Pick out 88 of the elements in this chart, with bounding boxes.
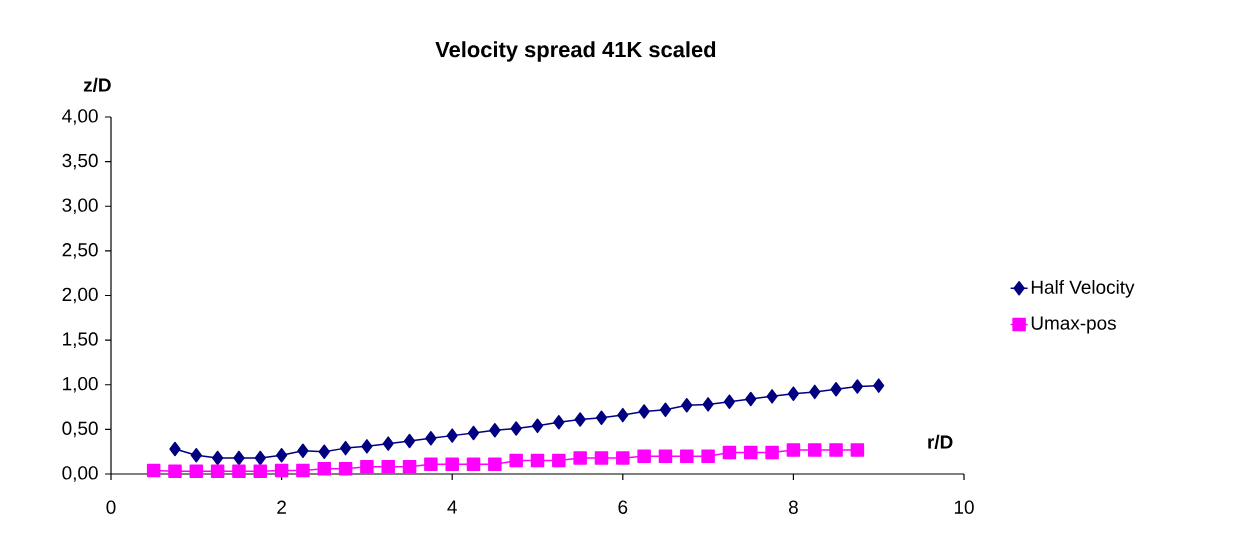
- chart-title: Velocity spread 41K scaled: [435, 41, 716, 62]
- point: [381, 460, 395, 474]
- y-tick-label: 0,00: [62, 466, 98, 482]
- point: [595, 410, 608, 426]
- point: [701, 449, 715, 463]
- y-tick-label: 2,50: [62, 243, 98, 259]
- point: [253, 464, 268, 479]
- point: [744, 445, 758, 460]
- point: [510, 421, 522, 436]
- point: [531, 418, 544, 434]
- x-axis-title: r/D: [928, 434, 953, 449]
- point: [766, 389, 778, 404]
- point: [658, 449, 673, 463]
- point: [275, 448, 288, 463]
- point: [467, 425, 480, 441]
- x-tick-label: 0: [106, 500, 116, 514]
- point: [745, 391, 757, 407]
- point: [637, 449, 651, 463]
- x-tick-label: 4: [447, 500, 457, 514]
- point: [317, 461, 331, 476]
- x-tick-label: 2: [277, 500, 286, 514]
- point: [339, 440, 352, 456]
- y-tick-label: 4,00: [62, 109, 98, 125]
- point: [594, 451, 609, 465]
- y-tick-label: 3,50: [62, 153, 98, 170]
- point: [488, 457, 502, 471]
- legend-label: Umax-pos: [1031, 316, 1116, 334]
- point: [552, 453, 566, 468]
- point: [617, 407, 629, 423]
- point: [402, 460, 417, 474]
- y-tick-label: 2,00: [62, 287, 98, 304]
- point: [489, 423, 501, 438]
- point: [360, 460, 374, 474]
- point: [382, 436, 394, 451]
- point: [573, 451, 587, 465]
- point: [616, 451, 630, 465]
- point: [274, 463, 289, 478]
- point: [189, 464, 204, 479]
- point: [318, 444, 330, 459]
- y-tick-label: 0,50: [62, 421, 98, 438]
- point: [446, 428, 458, 443]
- point: [297, 443, 309, 459]
- point: [807, 443, 822, 457]
- point: [786, 443, 801, 457]
- point: [723, 394, 736, 409]
- point: [254, 450, 266, 466]
- point: [830, 381, 842, 397]
- point: [809, 384, 821, 400]
- point: [232, 464, 246, 479]
- point: [146, 463, 161, 478]
- point: [638, 404, 650, 419]
- point: [680, 449, 694, 463]
- point: [873, 378, 885, 393]
- point: [168, 464, 182, 479]
- point: [509, 453, 523, 468]
- y-tick-label: 1,00: [63, 376, 98, 393]
- point: [424, 457, 438, 471]
- point: [190, 448, 202, 463]
- point: [574, 412, 586, 427]
- point: [169, 441, 181, 457]
- point: [765, 445, 779, 460]
- point: [445, 457, 459, 471]
- point: [466, 457, 481, 471]
- point: [530, 453, 545, 468]
- x-tick-label: 8: [788, 500, 798, 514]
- point: [210, 464, 225, 479]
- y-tick-label: 3,00: [62, 198, 98, 215]
- point: [233, 450, 245, 466]
- point: [681, 398, 693, 413]
- point: [702, 397, 714, 412]
- x-tick-label: 10: [954, 500, 974, 514]
- point: [722, 445, 737, 460]
- point: [829, 443, 843, 457]
- point: [850, 443, 865, 457]
- y-tick-label: 1,50: [63, 332, 98, 348]
- x-tick-label: 6: [618, 500, 628, 514]
- point: [553, 414, 565, 430]
- point: [851, 379, 864, 394]
- point: [425, 431, 437, 446]
- point: [212, 450, 224, 466]
- legend-label: Half Velocity: [1031, 280, 1135, 298]
- y-axis-title: z/D: [83, 77, 111, 92]
- point: [659, 402, 672, 417]
- point: [787, 386, 800, 401]
- point: [296, 463, 310, 478]
- point: [338, 461, 353, 476]
- point: [403, 433, 416, 449]
- point: [361, 439, 373, 454]
